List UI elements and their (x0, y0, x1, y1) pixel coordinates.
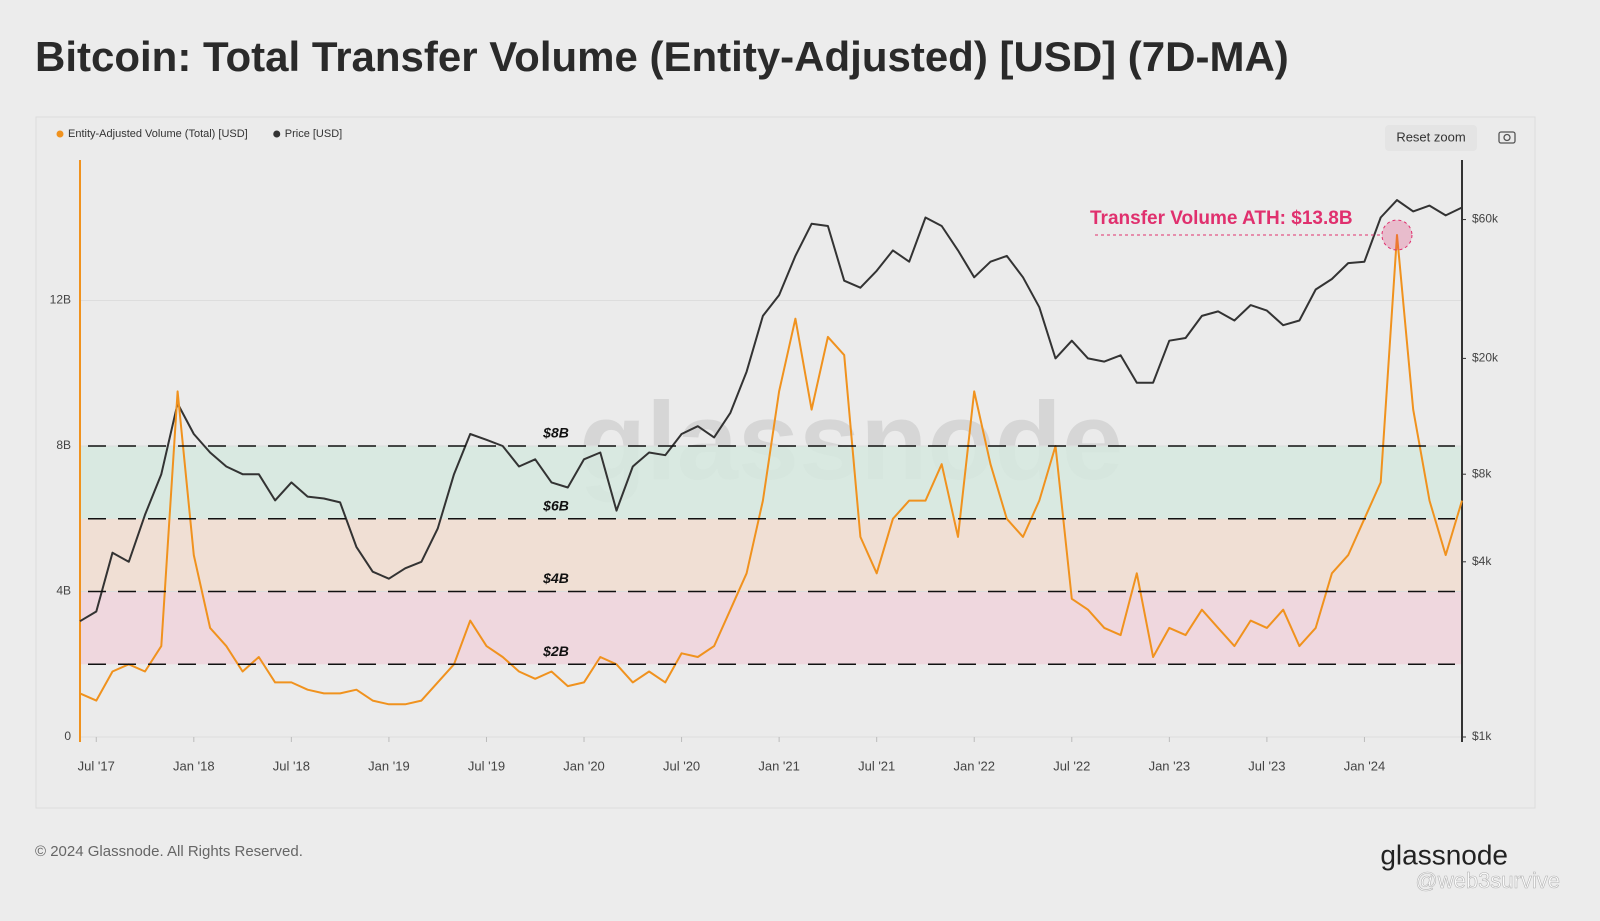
y2-tick-label: $8k (1472, 466, 1492, 480)
x-tick-label: Jan '20 (563, 758, 605, 773)
x-tick-label: Jan '22 (953, 758, 995, 773)
x-tick-label: Jan '21 (758, 758, 800, 773)
page-title: Bitcoin: Total Transfer Volume (Entity-A… (35, 33, 1289, 80)
reference-label: $6B (542, 497, 569, 513)
legend-marker (273, 130, 281, 138)
series-line (79, 199, 1463, 623)
reference-label: $4B (542, 570, 569, 586)
y-tick-label: 8B (56, 438, 71, 452)
y2-tick-label: $20k (1472, 351, 1499, 365)
reference-label: $2B (542, 643, 569, 659)
y-tick-label: 12B (50, 293, 71, 307)
x-tick-label: Jul '21 (858, 758, 895, 773)
credit-watermark: @web3survive (1415, 868, 1560, 893)
band (80, 591, 1462, 665)
band (80, 518, 1462, 592)
y2-tick-label: $60k (1472, 212, 1499, 226)
x-tick-label: Jul '20 (663, 758, 700, 773)
x-tick-label: Jul '22 (1053, 758, 1090, 773)
x-tick-label: Jan '19 (368, 758, 410, 773)
series-line (79, 234, 1463, 706)
band (80, 446, 1462, 519)
x-tick-label: Jul '23 (1248, 758, 1285, 773)
reset-zoom-button[interactable] (1385, 125, 1477, 151)
x-tick-label: Jul '17 (78, 758, 115, 773)
ath-marker (1381, 219, 1413, 251)
legend-label: Price [USD] (285, 128, 342, 140)
annotation-text: Transfer Volume ATH: $13.8B (1090, 208, 1353, 229)
x-tick-label: Jan '23 (1149, 758, 1191, 773)
logo: glassnode (1380, 839, 1508, 870)
reset-zoom-label[interactable]: Reset zoom (1396, 129, 1465, 144)
reference-label: $8B (542, 425, 569, 441)
x-tick-label: Jul '19 (468, 758, 505, 773)
y2-tick-label: $4k (1472, 554, 1492, 568)
x-tick-label: Jan '24 (1344, 758, 1386, 773)
y-tick-label: 4B (56, 584, 71, 598)
legend-label: Entity-Adjusted Volume (Total) [USD] (68, 128, 248, 140)
y2-tick-label: $1k (1472, 729, 1492, 743)
y-tick-label: 0 (64, 729, 71, 743)
x-tick-label: Jul '18 (273, 758, 310, 773)
footer: © 2024 Glassnode. All Rights Reserved. (35, 843, 303, 860)
x-tick-label: Jan '18 (173, 758, 215, 773)
camera-icon[interactable] (1498, 131, 1516, 144)
legend-marker (56, 130, 64, 138)
